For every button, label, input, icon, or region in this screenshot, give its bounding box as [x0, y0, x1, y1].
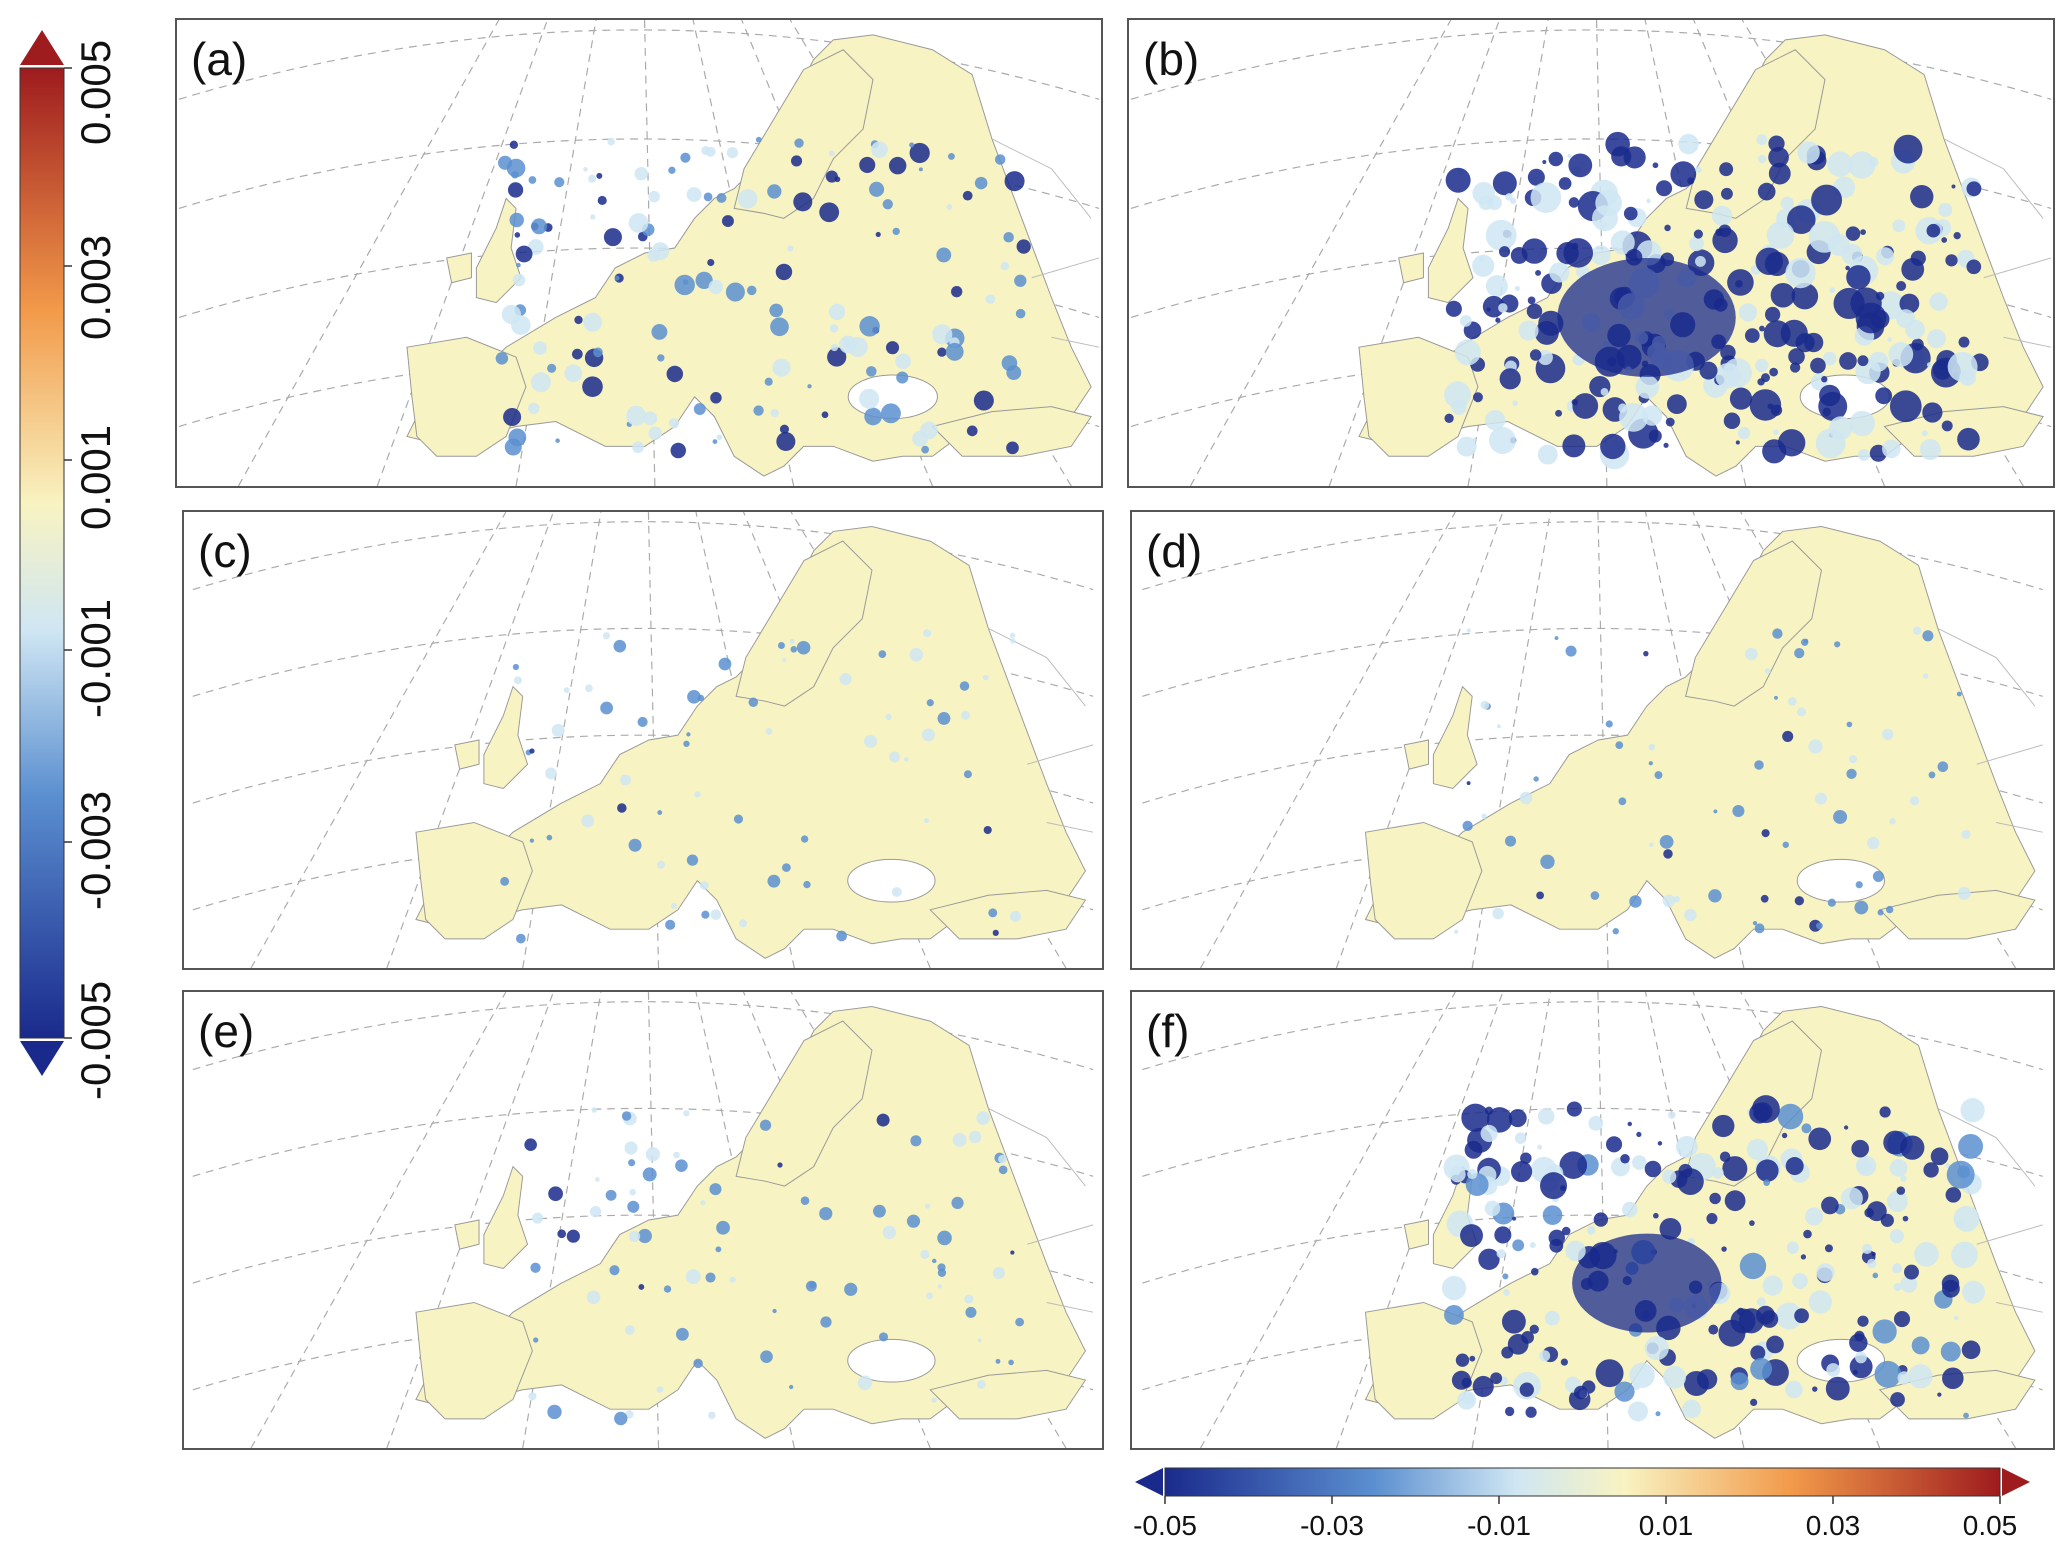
hbar-tick-3: 0.01 [1638, 1510, 1694, 1541]
vbar-tick-1: 0.003 [72, 234, 119, 340]
panel-label-d: (d) [1146, 525, 1203, 577]
vbar-tick-4: -0.003 [72, 790, 119, 910]
hbar-left-arrow-icon [1135, 1468, 1163, 1496]
hbar-tick-0: -0.05 [1133, 1510, 1197, 1541]
horizontal-colorbar [1135, 1467, 2030, 1504]
hbar-tick-4: 0.03 [1805, 1510, 1861, 1541]
map-panel-f: (f) [1130, 990, 2055, 1450]
map-panel-a: (a) [175, 18, 1103, 488]
europe-map-c [192, 512, 1094, 968]
vbar-tick-2: 0.001 [72, 424, 119, 530]
colorbar-bottom-arrow-icon [20, 1041, 64, 1076]
map-panel-c: (c) [182, 510, 1104, 970]
map-panel-d: (d) [1130, 510, 2055, 970]
map-panel-e: (e) [182, 990, 1104, 1450]
panel-label-b: (b) [1143, 33, 1200, 85]
europe-map-e [192, 992, 1094, 1448]
panel-label-f: (f) [1146, 1005, 1190, 1057]
europe-map-d [1142, 512, 2043, 968]
europe-map-f [1142, 992, 2043, 1448]
europe-map-b [1130, 20, 2052, 486]
hbar-tick-2: -0.01 [1467, 1510, 1531, 1541]
panel-label-c: (c) [198, 525, 252, 577]
colorbar-top-arrow-icon [20, 30, 64, 65]
vbar-tick-3: -0.001 [72, 598, 119, 718]
map-panel-b: (b) [1127, 18, 2055, 488]
hbar-gradient [1164, 1467, 2001, 1497]
panel-label-e: (e) [198, 1005, 255, 1057]
panel-label-a: (a) [191, 33, 248, 85]
hbar-tick-1: -0.03 [1300, 1510, 1364, 1541]
hbar-right-arrow-icon [2002, 1468, 2030, 1496]
vertical-colorbar [19, 30, 72, 1076]
vbar-tick-0: 0.005 [72, 39, 119, 145]
colorbar-gradient [19, 67, 65, 1039]
europe-map-a [178, 20, 1100, 486]
hbar-tick-5: 0.05 [1962, 1510, 2018, 1541]
vbar-tick-5: -0.005 [72, 980, 119, 1100]
